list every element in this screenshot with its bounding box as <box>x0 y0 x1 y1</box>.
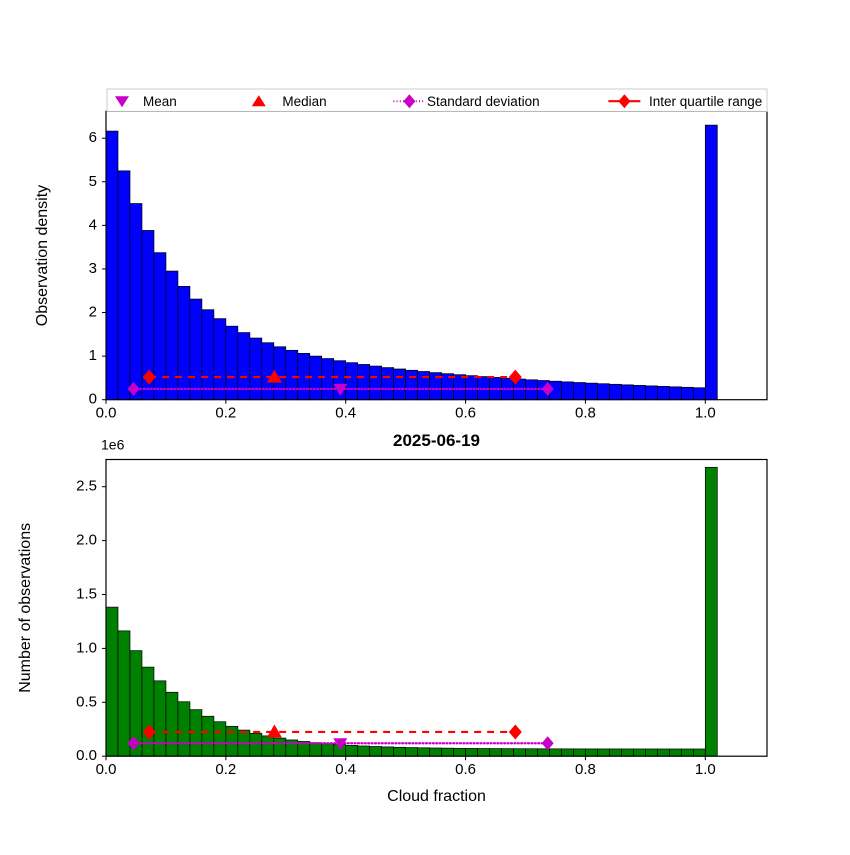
svg-text:Standard deviation: Standard deviation <box>427 94 540 109</box>
svg-text:2.0: 2.0 <box>76 532 97 549</box>
svg-text:0.0: 0.0 <box>96 761 117 778</box>
svg-text:0.5: 0.5 <box>76 693 97 710</box>
svg-text:3: 3 <box>89 260 97 277</box>
svg-text:0.0: 0.0 <box>76 747 97 764</box>
svg-text:0.6: 0.6 <box>455 405 476 422</box>
svg-text:Number of observations: Number of observations <box>17 523 34 693</box>
svg-text:Cloud fraction: Cloud fraction <box>387 788 486 805</box>
svg-text:1.5: 1.5 <box>76 586 97 603</box>
svg-text:0.4: 0.4 <box>335 761 356 778</box>
svg-text:5: 5 <box>89 173 97 190</box>
svg-text:1.0: 1.0 <box>695 761 716 778</box>
svg-text:0.0: 0.0 <box>96 405 117 422</box>
svg-text:0.4: 0.4 <box>335 405 356 422</box>
svg-text:2025-06-19: 2025-06-19 <box>393 431 480 450</box>
svg-text:Mean: Mean <box>143 94 177 109</box>
svg-text:1.0: 1.0 <box>695 405 716 422</box>
svg-text:0.8: 0.8 <box>575 405 596 422</box>
svg-text:0.2: 0.2 <box>215 761 236 778</box>
svg-text:Median: Median <box>282 94 326 109</box>
svg-text:4: 4 <box>89 216 97 233</box>
svg-text:0.8: 0.8 <box>575 761 596 778</box>
svg-text:2.5: 2.5 <box>76 478 97 495</box>
svg-text:1.0: 1.0 <box>76 639 97 656</box>
svg-text:Inter quartile range: Inter quartile range <box>649 94 762 109</box>
svg-text:1: 1 <box>89 347 97 364</box>
svg-text:1e6: 1e6 <box>101 437 125 453</box>
svg-text:0.6: 0.6 <box>455 761 476 778</box>
svg-text:Observation density: Observation density <box>34 185 51 326</box>
svg-text:6: 6 <box>89 129 97 146</box>
svg-text:2: 2 <box>89 304 97 321</box>
svg-text:0.2: 0.2 <box>215 405 236 422</box>
